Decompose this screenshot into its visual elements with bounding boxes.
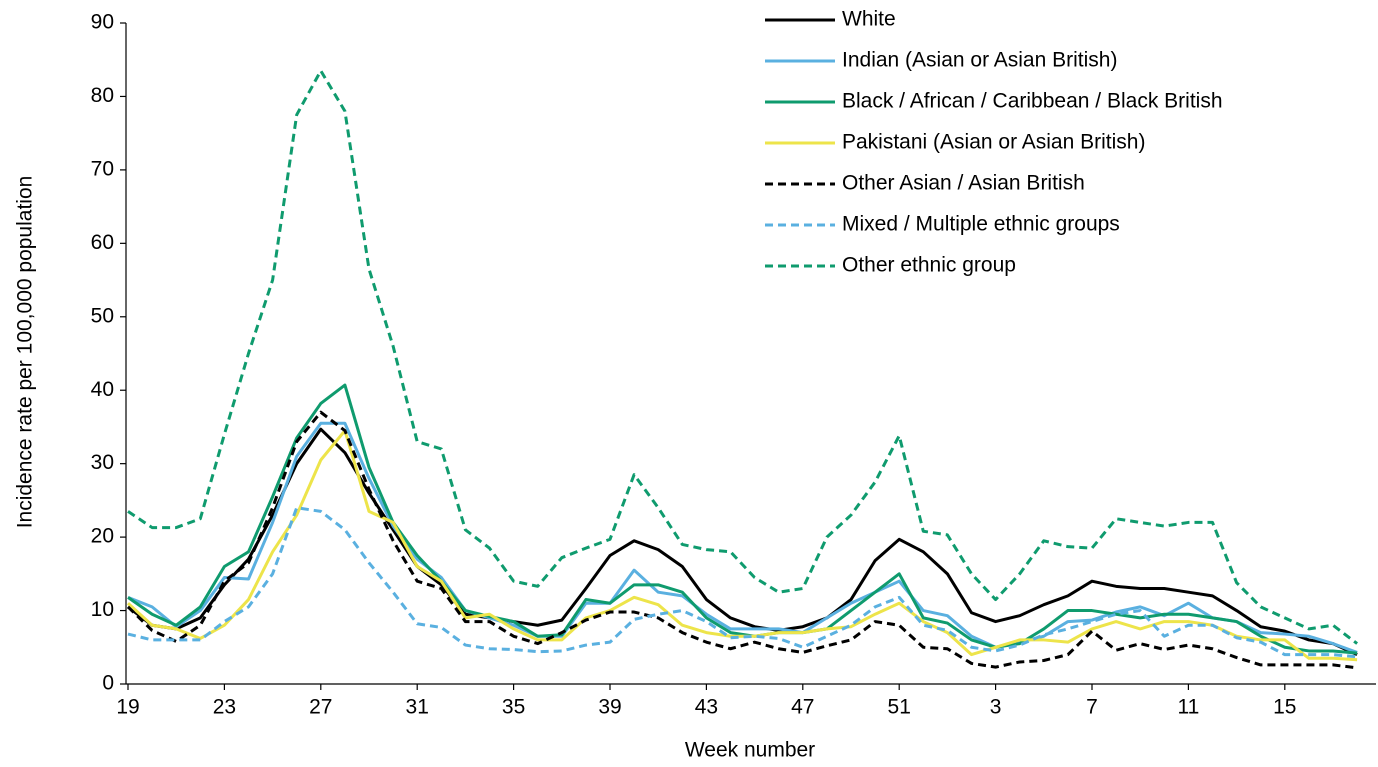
series-line bbox=[127, 383, 1358, 655]
y-tick-label: 70 bbox=[91, 157, 114, 180]
y-tick-label: 80 bbox=[91, 84, 114, 107]
x-tick-label: 19 bbox=[116, 696, 139, 719]
y-tick-label: 40 bbox=[91, 378, 114, 401]
x-tick-label: 39 bbox=[598, 696, 621, 719]
y-tick-label: 30 bbox=[91, 451, 114, 474]
series-line bbox=[126, 429, 1358, 662]
series-line bbox=[127, 69, 1359, 645]
y-tick-label: 0 bbox=[102, 672, 114, 695]
legend-label: Pakistani (Asian or Asian British) bbox=[842, 131, 1145, 154]
legend-label: Other Asian / Asian British bbox=[842, 172, 1085, 195]
y-tick-label: 50 bbox=[91, 304, 114, 327]
legend-label: Mixed / Multiple ethnic groups bbox=[842, 213, 1120, 236]
y-axis-title: Incidence rate per 100,000 population bbox=[14, 176, 37, 529]
legend-label: Black / African / Caribbean / Black Brit… bbox=[842, 90, 1223, 113]
series-line bbox=[127, 427, 1358, 656]
x-tick-label: 35 bbox=[502, 696, 525, 719]
y-tick-label: 90 bbox=[91, 11, 114, 34]
y-tick-label: 60 bbox=[91, 231, 114, 254]
x-tick-label: 3 bbox=[990, 696, 1002, 719]
x-tick-label: 51 bbox=[888, 696, 911, 719]
x-tick-label: 27 bbox=[309, 696, 332, 719]
y-tick-label: 20 bbox=[91, 525, 114, 548]
x-tick-label: 31 bbox=[406, 696, 429, 719]
x-axis-title: Week number bbox=[685, 739, 815, 762]
legend-label: White bbox=[842, 8, 896, 31]
series-line bbox=[126, 410, 1358, 670]
x-tick-label: 43 bbox=[695, 696, 718, 719]
legend-label: Indian (Asian or Asian British) bbox=[842, 49, 1117, 72]
x-tick-label: 11 bbox=[1177, 696, 1199, 719]
legend-label: Other ethnic group bbox=[842, 254, 1016, 277]
y-tick-label: 10 bbox=[91, 598, 114, 621]
series-line bbox=[127, 421, 1358, 654]
x-tick-label: 23 bbox=[213, 696, 236, 719]
x-tick-label: 7 bbox=[1086, 696, 1098, 719]
x-tick-label: 15 bbox=[1273, 696, 1296, 719]
x-tick-label: 47 bbox=[791, 696, 814, 719]
